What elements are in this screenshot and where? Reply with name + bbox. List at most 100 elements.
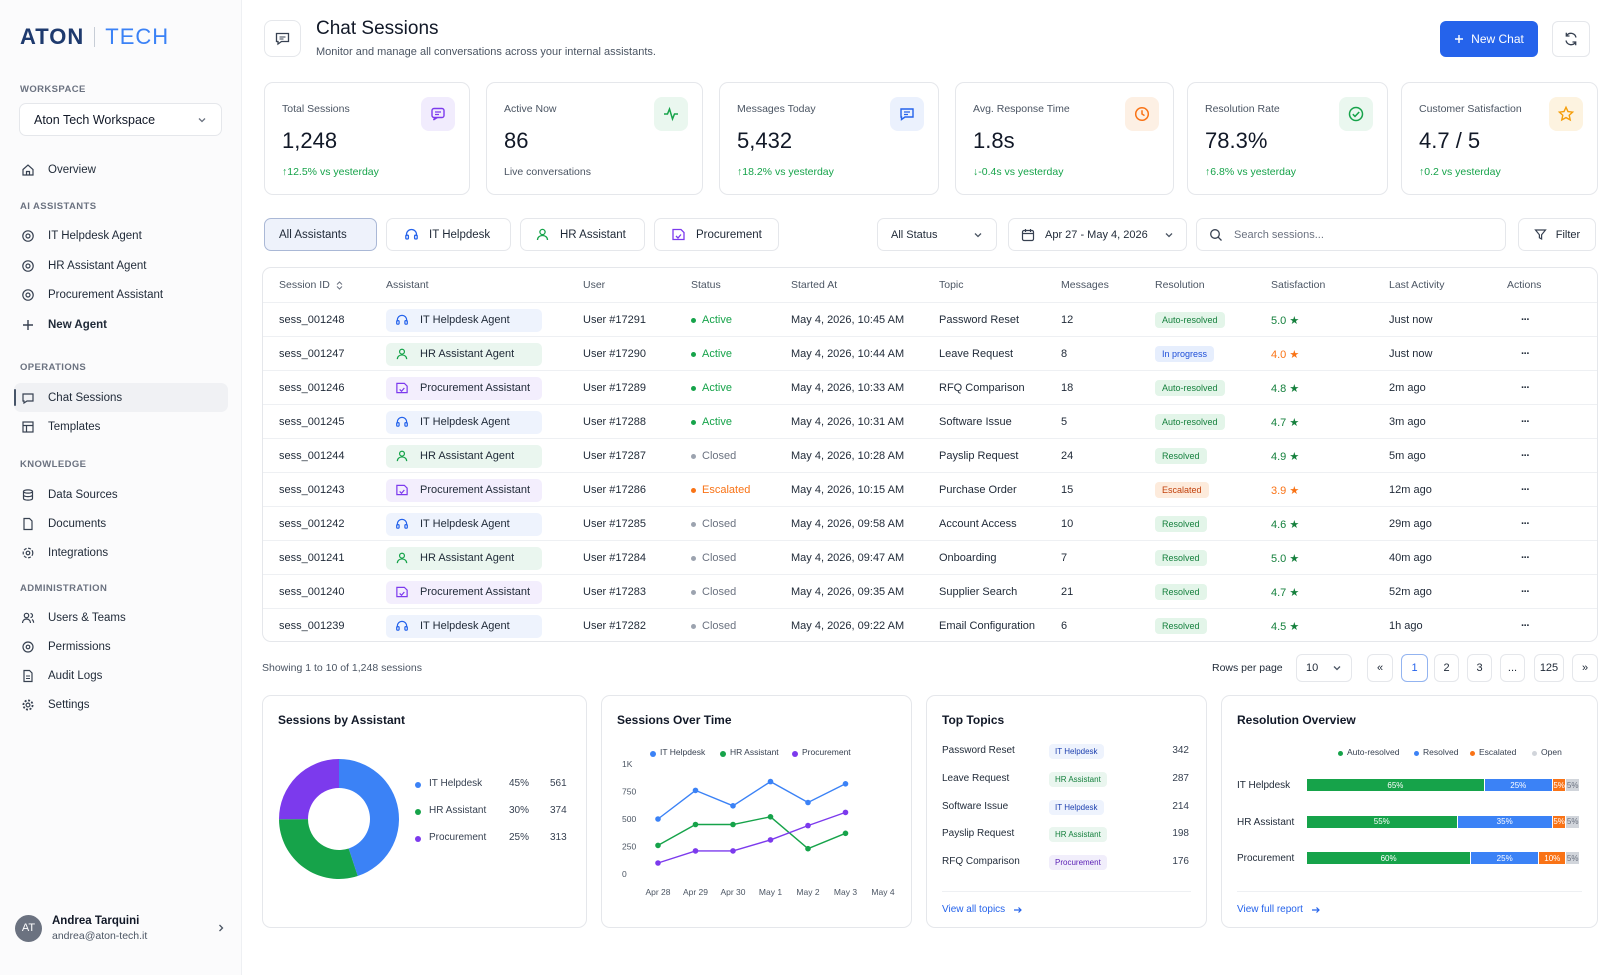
user-profile[interactable]: AT Andrea Tarquini andrea@aton-tech.it bbox=[15, 910, 225, 946]
donut-slice-procurement[interactable] bbox=[279, 759, 339, 820]
bar-segment-open[interactable]: 5% bbox=[1566, 852, 1579, 864]
data-point[interactable] bbox=[692, 787, 699, 794]
data-point[interactable] bbox=[655, 842, 661, 849]
nav-new-agent[interactable]: New Agent bbox=[14, 310, 228, 339]
nav-data-sources[interactable]: Data Sources bbox=[14, 480, 228, 509]
row-actions-button[interactable]: ··· bbox=[1521, 450, 1530, 462]
nav-procurement-assistant[interactable]: Procurement Assistant bbox=[14, 280, 228, 309]
nav-documents[interactable]: Documents bbox=[14, 509, 228, 538]
nav-chat-sessions[interactable]: Chat Sessions bbox=[14, 383, 228, 412]
nav-settings[interactable]: Settings bbox=[14, 690, 228, 719]
session-id[interactable]: sess_001245 bbox=[279, 416, 345, 428]
data-point[interactable] bbox=[842, 809, 849, 816]
column-header[interactable]: Messages bbox=[1061, 268, 1109, 302]
column-header[interactable]: Started At bbox=[791, 268, 837, 302]
table-row[interactable]: sess_001243 Procurement Assistant User #17… bbox=[263, 472, 1597, 506]
table-row[interactable]: sess_001240 Procurement Assistant User #17… bbox=[263, 574, 1597, 608]
nav-permissions[interactable]: Permissions bbox=[14, 632, 228, 661]
donut-slice-hr-assistant[interactable] bbox=[279, 819, 358, 879]
table-row[interactable]: sess_001239 IT Helpdesk Agent User #17282 C… bbox=[263, 608, 1597, 641]
session-id[interactable]: sess_001241 bbox=[279, 552, 345, 564]
tab-procurement[interactable]: Procurement bbox=[654, 218, 779, 251]
bar-segment-escalated[interactable]: 5% bbox=[1552, 779, 1566, 791]
session-id[interactable]: sess_001247 bbox=[279, 348, 345, 360]
page-button[interactable]: « bbox=[1367, 654, 1393, 682]
nav-hr-assistant-agent[interactable]: HR Assistant Agent bbox=[14, 251, 228, 280]
column-header[interactable]: Session ID bbox=[279, 268, 343, 302]
row-actions-button[interactable]: ··· bbox=[1521, 484, 1530, 496]
view-all-topics-link[interactable]: View all topics bbox=[942, 904, 1023, 915]
row-actions-button[interactable]: ··· bbox=[1521, 620, 1530, 632]
column-header[interactable]: Topic bbox=[939, 268, 964, 302]
column-header[interactable]: Satisfaction bbox=[1271, 268, 1325, 302]
column-header[interactable]: Last Activity bbox=[1389, 268, 1444, 302]
bar-segment-resolved[interactable]: 25% bbox=[1471, 852, 1539, 864]
page-button[interactable]: » bbox=[1572, 654, 1598, 682]
data-point[interactable] bbox=[655, 860, 661, 866]
nav-templates[interactable]: Templates bbox=[14, 412, 228, 441]
donut-slice-it-helpdesk[interactable] bbox=[339, 759, 400, 877]
view-full-report-link[interactable]: View full report bbox=[1237, 904, 1321, 915]
row-actions-button[interactable]: ··· bbox=[1521, 416, 1530, 428]
workspace-select[interactable]: Aton Tech Workspace bbox=[19, 103, 222, 136]
data-point[interactable] bbox=[805, 845, 811, 852]
bar-segment-auto-resolved[interactable]: 60% bbox=[1307, 852, 1471, 864]
nav-integrations[interactable]: Integrations bbox=[14, 538, 228, 567]
table-row[interactable]: sess_001244 HR Assistant Agent User #17287… bbox=[263, 438, 1597, 472]
column-header[interactable]: Status bbox=[691, 268, 721, 302]
table-row[interactable]: sess_001245 IT Helpdesk Agent User #17288 A… bbox=[263, 404, 1597, 438]
session-id[interactable]: sess_001240 bbox=[279, 586, 345, 598]
bar-segment-auto-resolved[interactable]: 65% bbox=[1307, 779, 1484, 791]
data-point[interactable] bbox=[767, 778, 774, 785]
bar-segment-resolved[interactable]: 25% bbox=[1484, 779, 1552, 791]
tab-all-assistants[interactable]: All Assistants bbox=[264, 218, 377, 251]
row-actions-button[interactable]: ··· bbox=[1521, 314, 1530, 326]
session-id[interactable]: sess_001239 bbox=[279, 620, 345, 632]
page-button[interactable]: 1 bbox=[1401, 654, 1428, 682]
rows-per-page-select[interactable]: 10 bbox=[1296, 654, 1352, 682]
session-id[interactable]: sess_001248 bbox=[279, 314, 345, 326]
row-actions-button[interactable]: ··· bbox=[1521, 348, 1530, 360]
nav-users-teams[interactable]: Users & Teams bbox=[14, 603, 228, 632]
nav-it-helpdesk-agent[interactable]: IT Helpdesk Agent bbox=[14, 221, 228, 250]
bar-segment-escalated[interactable]: 5% bbox=[1552, 815, 1566, 828]
data-point[interactable] bbox=[730, 848, 736, 854]
new-chat-button[interactable]: New Chat bbox=[1440, 21, 1538, 57]
data-point[interactable] bbox=[730, 821, 736, 828]
data-point[interactable] bbox=[767, 837, 774, 843]
data-point[interactable] bbox=[805, 822, 811, 829]
brand-logo[interactable]: ATON TECH bbox=[20, 24, 169, 50]
page-button[interactable]: 3 bbox=[1467, 654, 1492, 682]
tab-it-helpdesk[interactable]: IT Helpdesk bbox=[386, 218, 511, 251]
data-point[interactable] bbox=[692, 821, 699, 828]
row-actions-button[interactable]: ··· bbox=[1521, 586, 1530, 598]
data-point[interactable] bbox=[842, 830, 849, 837]
data-point[interactable] bbox=[767, 814, 774, 820]
session-id[interactable]: sess_001242 bbox=[279, 518, 345, 530]
table-row[interactable]: sess_001241 HR Assistant Agent User #17284… bbox=[263, 540, 1597, 574]
column-header[interactable]: User bbox=[583, 268, 605, 302]
row-actions-button[interactable]: ··· bbox=[1521, 552, 1530, 564]
column-header[interactable]: Resolution bbox=[1155, 268, 1205, 302]
data-point[interactable] bbox=[692, 848, 699, 854]
page-button[interactable]: 2 bbox=[1434, 654, 1459, 682]
table-row[interactable]: sess_001242 IT Helpdesk Agent User #17285 C… bbox=[263, 506, 1597, 540]
column-header[interactable]: Actions bbox=[1507, 268, 1541, 302]
session-id[interactable]: sess_001243 bbox=[279, 484, 345, 496]
page-button[interactable]: ... bbox=[1500, 654, 1525, 682]
data-point[interactable] bbox=[842, 781, 849, 787]
table-row[interactable]: sess_001248 IT Helpdesk Agent User #17291 A… bbox=[263, 302, 1597, 336]
search-input[interactable]: Search sessions... bbox=[1196, 218, 1506, 251]
page-button[interactable]: 125 bbox=[1534, 654, 1564, 682]
session-id[interactable]: sess_001246 bbox=[279, 382, 345, 394]
bar-segment-resolved[interactable]: 35% bbox=[1457, 815, 1552, 828]
data-point[interactable] bbox=[805, 799, 811, 806]
filter-button[interactable]: Filter bbox=[1518, 218, 1596, 251]
row-actions-button[interactable]: ··· bbox=[1521, 518, 1530, 530]
table-row[interactable]: sess_001246 Procurement Assistant User #17… bbox=[263, 370, 1597, 404]
status-select[interactable]: All Status bbox=[877, 218, 997, 251]
session-id[interactable]: sess_001244 bbox=[279, 450, 345, 462]
nav-overview[interactable]: Overview bbox=[14, 155, 228, 184]
data-point[interactable] bbox=[730, 803, 736, 809]
tab-hr-assistant[interactable]: HR Assistant bbox=[520, 218, 645, 251]
